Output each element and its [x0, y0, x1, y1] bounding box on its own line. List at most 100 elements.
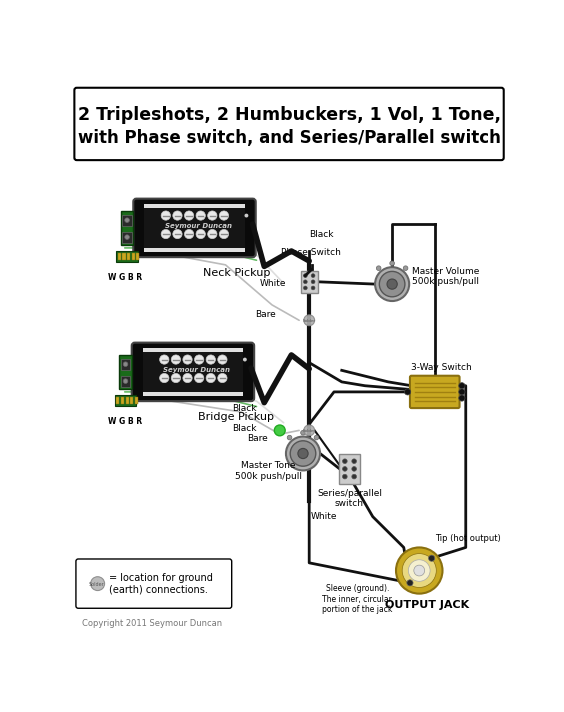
Bar: [120, 355, 132, 389]
Bar: [122, 215, 132, 226]
Circle shape: [407, 580, 413, 586]
Text: W G B R: W G B R: [108, 273, 143, 281]
Circle shape: [195, 373, 204, 382]
Text: Sleeve (ground).
The inner, circular
portion of the jack: Sleeve (ground). The inner, circular por…: [322, 585, 393, 614]
Circle shape: [287, 435, 292, 440]
Bar: [121, 359, 130, 370]
Bar: [116, 251, 138, 262]
Circle shape: [314, 435, 319, 440]
Bar: [143, 352, 243, 392]
Circle shape: [352, 459, 356, 464]
Bar: [135, 397, 138, 404]
Circle shape: [459, 389, 465, 395]
Circle shape: [183, 355, 192, 364]
Circle shape: [274, 425, 285, 436]
Circle shape: [125, 235, 129, 239]
Circle shape: [183, 373, 192, 382]
Circle shape: [352, 466, 356, 471]
Circle shape: [160, 373, 169, 382]
Text: Bridge Pickup: Bridge Pickup: [197, 412, 274, 422]
Circle shape: [219, 229, 228, 239]
Circle shape: [286, 436, 320, 471]
Text: Tip (hot output): Tip (hot output): [435, 534, 500, 543]
Text: Bare: Bare: [255, 310, 276, 319]
Text: Seymour Duncan: Seymour Duncan: [165, 223, 232, 229]
Bar: [121, 376, 130, 387]
FancyBboxPatch shape: [74, 88, 504, 160]
Text: W G B R: W G B R: [108, 417, 143, 426]
Text: OUTPUT JACK: OUTPUT JACK: [385, 600, 469, 609]
Text: Master Volume
500k push/pull: Master Volume 500k push/pull: [412, 267, 479, 286]
Circle shape: [304, 315, 315, 325]
Text: Phase Switch: Phase Switch: [281, 248, 341, 257]
Circle shape: [408, 560, 430, 581]
Circle shape: [123, 379, 128, 384]
Circle shape: [396, 548, 443, 594]
Circle shape: [173, 229, 182, 239]
Circle shape: [352, 474, 356, 479]
Circle shape: [376, 266, 381, 271]
FancyBboxPatch shape: [76, 559, 232, 608]
Circle shape: [244, 214, 248, 217]
Circle shape: [380, 271, 405, 297]
Circle shape: [160, 355, 169, 364]
Text: 2 Tripleshots, 2 Humbuckers, 1 Vol, 1 Tone,: 2 Tripleshots, 2 Humbuckers, 1 Vol, 1 To…: [78, 105, 501, 124]
FancyBboxPatch shape: [132, 342, 254, 401]
Circle shape: [91, 577, 104, 590]
Circle shape: [301, 430, 305, 435]
Circle shape: [390, 261, 394, 266]
Circle shape: [171, 373, 180, 382]
Circle shape: [125, 218, 129, 223]
Circle shape: [342, 459, 347, 464]
Bar: [144, 208, 245, 248]
Circle shape: [290, 441, 316, 466]
Circle shape: [375, 267, 409, 301]
Circle shape: [206, 355, 215, 364]
Circle shape: [402, 554, 437, 587]
Circle shape: [342, 474, 347, 479]
Bar: [114, 395, 136, 406]
Circle shape: [303, 286, 307, 290]
Circle shape: [311, 280, 315, 283]
FancyBboxPatch shape: [340, 454, 360, 483]
Text: Solder: Solder: [88, 582, 104, 587]
Bar: [143, 348, 243, 352]
Circle shape: [304, 425, 315, 436]
Text: Black: Black: [309, 231, 334, 239]
Circle shape: [403, 266, 408, 271]
Circle shape: [303, 273, 307, 278]
Circle shape: [387, 279, 397, 289]
Text: White: White: [311, 512, 337, 521]
Circle shape: [342, 466, 347, 471]
Circle shape: [298, 449, 308, 459]
Circle shape: [206, 373, 215, 382]
Text: Neck Pickup: Neck Pickup: [204, 268, 271, 278]
Text: Black: Black: [232, 424, 257, 433]
FancyBboxPatch shape: [301, 271, 318, 293]
Text: Seymour Duncan: Seymour Duncan: [164, 367, 230, 372]
Bar: [144, 204, 245, 208]
Circle shape: [196, 229, 205, 239]
Bar: [136, 253, 139, 260]
Bar: [121, 397, 124, 404]
Circle shape: [196, 211, 205, 220]
Circle shape: [208, 229, 217, 239]
Circle shape: [404, 389, 411, 395]
FancyBboxPatch shape: [133, 199, 255, 257]
Text: Solder: Solder: [303, 319, 316, 323]
Text: Bare: Bare: [248, 434, 268, 443]
Circle shape: [218, 373, 227, 382]
Bar: [127, 253, 130, 260]
Circle shape: [195, 355, 204, 364]
Bar: [122, 253, 126, 260]
Circle shape: [161, 229, 170, 239]
Text: Solder: Solder: [303, 429, 316, 433]
Circle shape: [243, 357, 247, 362]
Circle shape: [219, 211, 228, 220]
FancyBboxPatch shape: [410, 376, 460, 408]
Bar: [144, 248, 245, 252]
Bar: [143, 392, 243, 396]
Circle shape: [184, 211, 193, 220]
Circle shape: [414, 565, 425, 576]
Bar: [116, 397, 120, 404]
